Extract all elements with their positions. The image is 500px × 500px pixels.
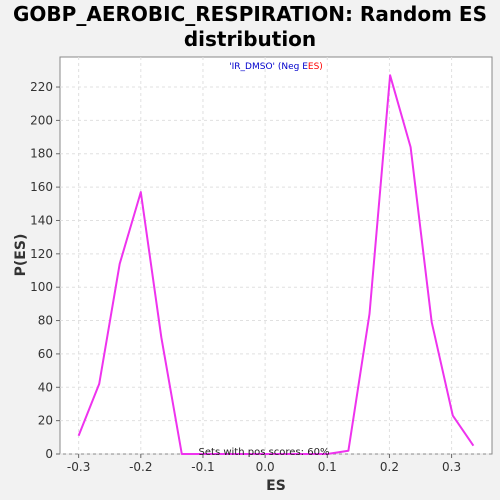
y-tick-label: 0: [45, 447, 53, 461]
chart-title-line2: distribution: [183, 27, 317, 51]
x-tick-label: 0.0: [256, 460, 275, 474]
legend-part1: 'IR_DMSO' (Neg E: [229, 62, 308, 72]
x-tick-label: -0.3: [67, 460, 90, 474]
y-tick-label: 80: [38, 314, 53, 328]
y-tick-label: 60: [38, 347, 53, 361]
y-tick-label: 180: [30, 147, 53, 161]
x-axis-title: ES: [266, 478, 286, 494]
series-line: [77, 74, 475, 455]
x-tick-label: -0.2: [129, 460, 152, 474]
legend: 'IR_DMSO' (Neg EES): [229, 62, 323, 72]
y-tick-label: 100: [30, 280, 53, 294]
plot-area: [59, 56, 493, 455]
x-tick-label: 0.2: [380, 460, 399, 474]
y-tick-label: 140: [30, 213, 53, 227]
y-tick-label: 120: [30, 247, 53, 261]
x-tick-label: 0.3: [442, 460, 461, 474]
chart-title: GOBP_AEROBIC_RESPIRATION: Random ES dist…: [0, 2, 500, 52]
series-group: [77, 74, 475, 455]
y-tick-label: 200: [30, 113, 53, 127]
y-tick-label: 220: [30, 80, 53, 94]
y-tick-label: 40: [38, 380, 53, 394]
y-axis-title: P(ES): [13, 234, 29, 277]
y-tick-label: 20: [38, 414, 53, 428]
y-axis-ticks: 0 20 40 60 80 100 120 140 160 180 200 220: [30, 80, 60, 461]
chart-title-line1: GOBP_AEROBIC_RESPIRATION: Random ES: [13, 2, 487, 26]
x-tick-label: 0.1: [318, 460, 337, 474]
y-tick-label: 160: [30, 180, 53, 194]
x-tick-label: -0.1: [191, 460, 214, 474]
annotation: Sets with pos scores: 60%: [199, 447, 330, 458]
legend-part2: ES): [308, 62, 323, 72]
x-axis-ticks: -0.3 -0.2 -0.1 0.0 0.1 0.2 0.3: [67, 454, 461, 474]
